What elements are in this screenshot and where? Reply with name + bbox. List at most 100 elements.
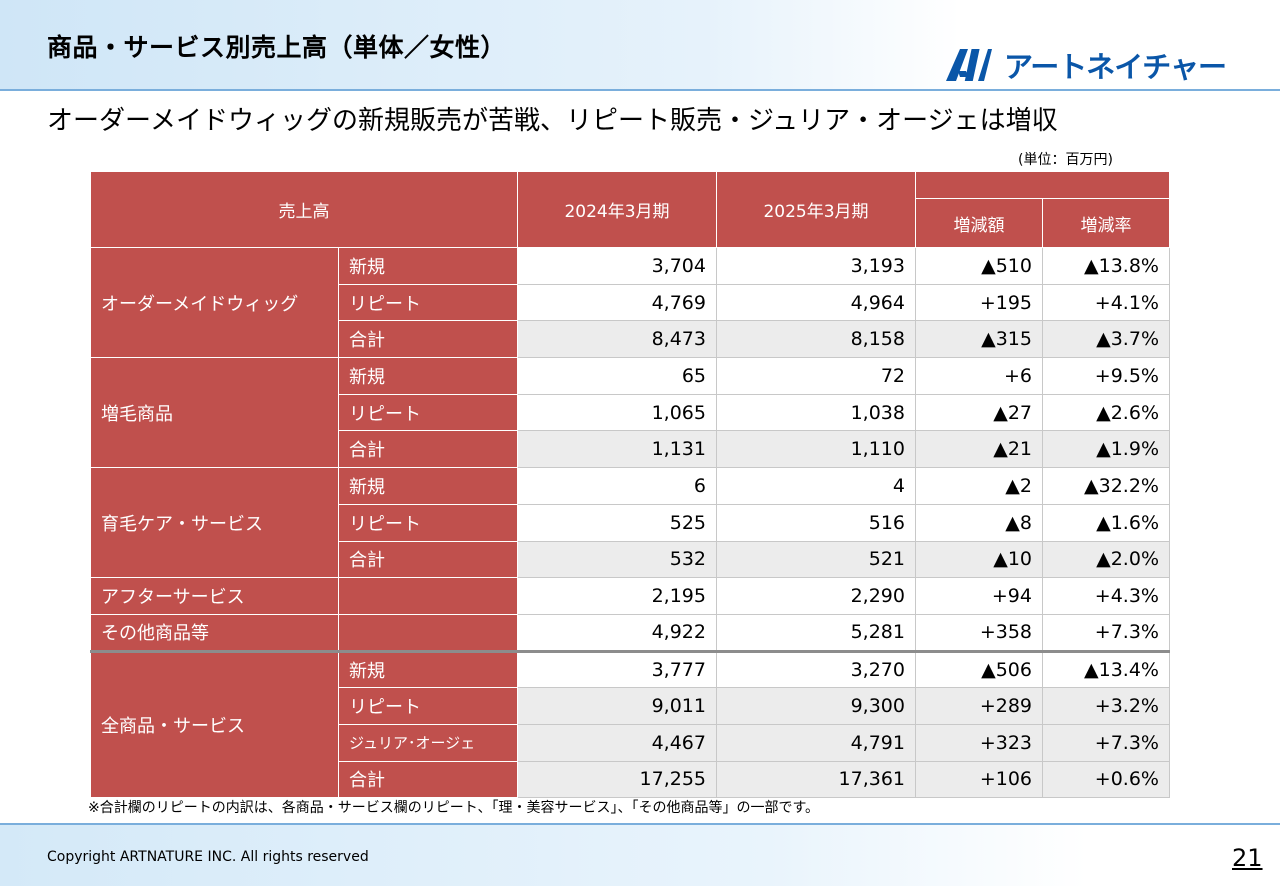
value-rate: ▲13.4% bbox=[1042, 649, 1170, 689]
value-rate: +0.6% bbox=[1042, 760, 1170, 799]
subcategory-cell: リピート bbox=[338, 393, 518, 432]
value-rate: +4.1% bbox=[1042, 283, 1170, 322]
subcategory-cell: リピート bbox=[338, 687, 518, 725]
value-rate: +4.3% bbox=[1042, 577, 1170, 615]
subcategory-cell: リピート bbox=[338, 283, 518, 322]
table-row: 全商品・サービス 新規 3,777 3,270 ▲506 ▲13.4% bbox=[90, 649, 1170, 799]
value-diff: +323 bbox=[915, 723, 1043, 762]
value-rate: ▲2.6% bbox=[1042, 393, 1170, 432]
company-logo: アートネイチャー bbox=[944, 46, 1227, 84]
category-cell: アフターサービス bbox=[90, 577, 339, 615]
value-diff: +289 bbox=[915, 687, 1043, 725]
value-fy2025: 2,290 bbox=[716, 577, 916, 615]
value-rate: ▲2.0% bbox=[1042, 540, 1170, 579]
value-diff: ▲10 bbox=[915, 540, 1043, 579]
sales-table: 売上高 2024年3月期 2025年3月期 増減額 増減率 オーダーメイドウィッ… bbox=[90, 171, 1170, 799]
value-fy2025: 4,964 bbox=[716, 283, 916, 322]
table-row: 合計 532 521 ▲10 ▲2.0% bbox=[91, 540, 1170, 579]
value-fy2025: 3,270 bbox=[716, 649, 916, 689]
value-fy2024: 4,769 bbox=[517, 283, 717, 322]
subcategory-cell: 新規 bbox=[338, 467, 518, 505]
category-cell: 増毛商品 bbox=[90, 357, 339, 469]
value-rate: +9.5% bbox=[1042, 357, 1170, 395]
subcategory-cell: 合計 bbox=[338, 540, 518, 579]
header-sales: 売上高 bbox=[90, 171, 518, 248]
footer-band bbox=[0, 823, 1280, 886]
value-rate: ▲3.7% bbox=[1042, 320, 1170, 359]
value-fy2024: 1,131 bbox=[517, 430, 717, 469]
value-rate: ▲13.8% bbox=[1042, 247, 1170, 285]
table-footnote: ※合計欄のリピートの内訳は、各商品・サービス欄のリピート、「理・美容サービス」、… bbox=[88, 800, 820, 816]
value-diff: ▲2 bbox=[915, 467, 1043, 505]
value-fy2024: 2,195 bbox=[517, 577, 717, 615]
value-fy2025: 1,038 bbox=[716, 393, 916, 432]
value-fy2025: 9,300 bbox=[716, 687, 916, 725]
value-fy2025: 516 bbox=[716, 503, 916, 542]
value-fy2025: 72 bbox=[716, 357, 916, 395]
table-row: リピート 525 516 ▲8 ▲1.6% bbox=[91, 503, 1170, 542]
value-fy2025: 5,281 bbox=[716, 613, 916, 652]
category-cell: 全商品・サービス bbox=[90, 649, 339, 799]
header-fy2024: 2024年3月期 bbox=[517, 171, 717, 248]
value-fy2024: 8,473 bbox=[517, 320, 717, 359]
artnature-logo-icon bbox=[946, 49, 992, 81]
category-cell: オーダーメイドウィッグ bbox=[90, 246, 339, 359]
subcategory-cell: 合計 bbox=[338, 760, 518, 799]
subcategory-cell: 新規 bbox=[338, 247, 518, 285]
value-diff: +6 bbox=[915, 357, 1043, 395]
copyright-text: Copyright ARTNATURE INC. All rights rese… bbox=[47, 849, 369, 865]
table-row: 合計 8,473 8,158 ▲315 ▲3.7% bbox=[91, 320, 1170, 359]
value-rate: ▲1.9% bbox=[1042, 430, 1170, 469]
value-fy2025: 17,361 bbox=[716, 760, 916, 799]
table-row: アフターサービス 2,195 2,290 +94 +4.3% bbox=[90, 577, 1170, 615]
value-diff: ▲506 bbox=[915, 649, 1043, 689]
value-fy2025: 1,110 bbox=[716, 430, 916, 469]
value-fy2025: 521 bbox=[716, 540, 916, 579]
value-fy2025: 3,193 bbox=[716, 247, 916, 285]
value-diff: +106 bbox=[915, 760, 1043, 799]
table-row: 育毛ケア・サービス 新規 6 4 ▲2 ▲32.2% bbox=[90, 467, 1170, 579]
category-cell: 育毛ケア・サービス bbox=[90, 467, 339, 579]
subcategory-cell: 合計 bbox=[338, 430, 518, 469]
value-fy2024: 3,777 bbox=[517, 649, 717, 689]
value-fy2024: 17,255 bbox=[517, 760, 717, 799]
sales-table-wrapper: 売上高 2024年3月期 2025年3月期 増減額 増減率 オーダーメイドウィッ… bbox=[90, 171, 1170, 799]
slide-subtitle: オーダーメイドウィッグの新規販売が苦戦、リピート販売・ジュリア・オージェは増収 bbox=[47, 106, 1058, 136]
value-diff: ▲8 bbox=[915, 503, 1043, 542]
header-diff: 増減額 bbox=[915, 198, 1043, 248]
subcategory-cell bbox=[338, 613, 518, 652]
table-row: 合計 1,131 1,110 ▲21 ▲1.9% bbox=[91, 430, 1170, 469]
value-diff: ▲27 bbox=[915, 393, 1043, 432]
table-row: リピート 4,769 4,964 +195 +4.1% bbox=[91, 283, 1170, 322]
subcategory-cell: 合計 bbox=[338, 320, 518, 359]
subcategory-cell: リピート bbox=[338, 503, 518, 542]
value-rate: +7.3% bbox=[1042, 723, 1170, 762]
unit-note: (単位：百万円) bbox=[1018, 152, 1113, 168]
value-fy2025: 8,158 bbox=[716, 320, 916, 359]
value-rate: +7.3% bbox=[1042, 613, 1170, 652]
table-row: 合計 17,255 17,361 +106 +0.6% bbox=[91, 760, 1170, 799]
value-diff: +358 bbox=[915, 613, 1043, 652]
subcategory-cell bbox=[338, 577, 518, 615]
value-fy2024: 65 bbox=[517, 357, 717, 395]
subcategory-cell: 新規 bbox=[338, 649, 518, 689]
table-row: オーダーメイドウィッグ 新規 3,704 3,193 ▲510 ▲13.8% bbox=[90, 246, 1170, 359]
value-fy2025: 4,791 bbox=[716, 723, 916, 762]
header-band bbox=[0, 0, 1280, 90]
header-divider bbox=[0, 89, 1280, 91]
table-row: ジュリア･オージェ 4,467 4,791 +323 +7.3% bbox=[91, 723, 1170, 762]
subcategory-cell: ジュリア･オージェ bbox=[338, 723, 518, 762]
header-fy2025: 2025年3月期 bbox=[716, 171, 916, 248]
value-fy2024: 532 bbox=[517, 540, 717, 579]
value-fy2024: 6 bbox=[517, 467, 717, 505]
header-rate: 増減率 bbox=[1042, 198, 1170, 248]
table-row: リピート 1,065 1,038 ▲27 ▲2.6% bbox=[91, 393, 1170, 432]
page-title: 商品・サービス別売上高（単体／女性） bbox=[47, 33, 507, 62]
value-diff: ▲510 bbox=[915, 247, 1043, 285]
value-fy2024: 1,065 bbox=[517, 393, 717, 432]
value-diff: ▲315 bbox=[915, 320, 1043, 359]
value-rate: ▲1.6% bbox=[1042, 503, 1170, 542]
value-rate: +3.2% bbox=[1042, 687, 1170, 725]
category-cell: その他商品等 bbox=[90, 613, 339, 652]
value-fy2024: 3,704 bbox=[517, 247, 717, 285]
